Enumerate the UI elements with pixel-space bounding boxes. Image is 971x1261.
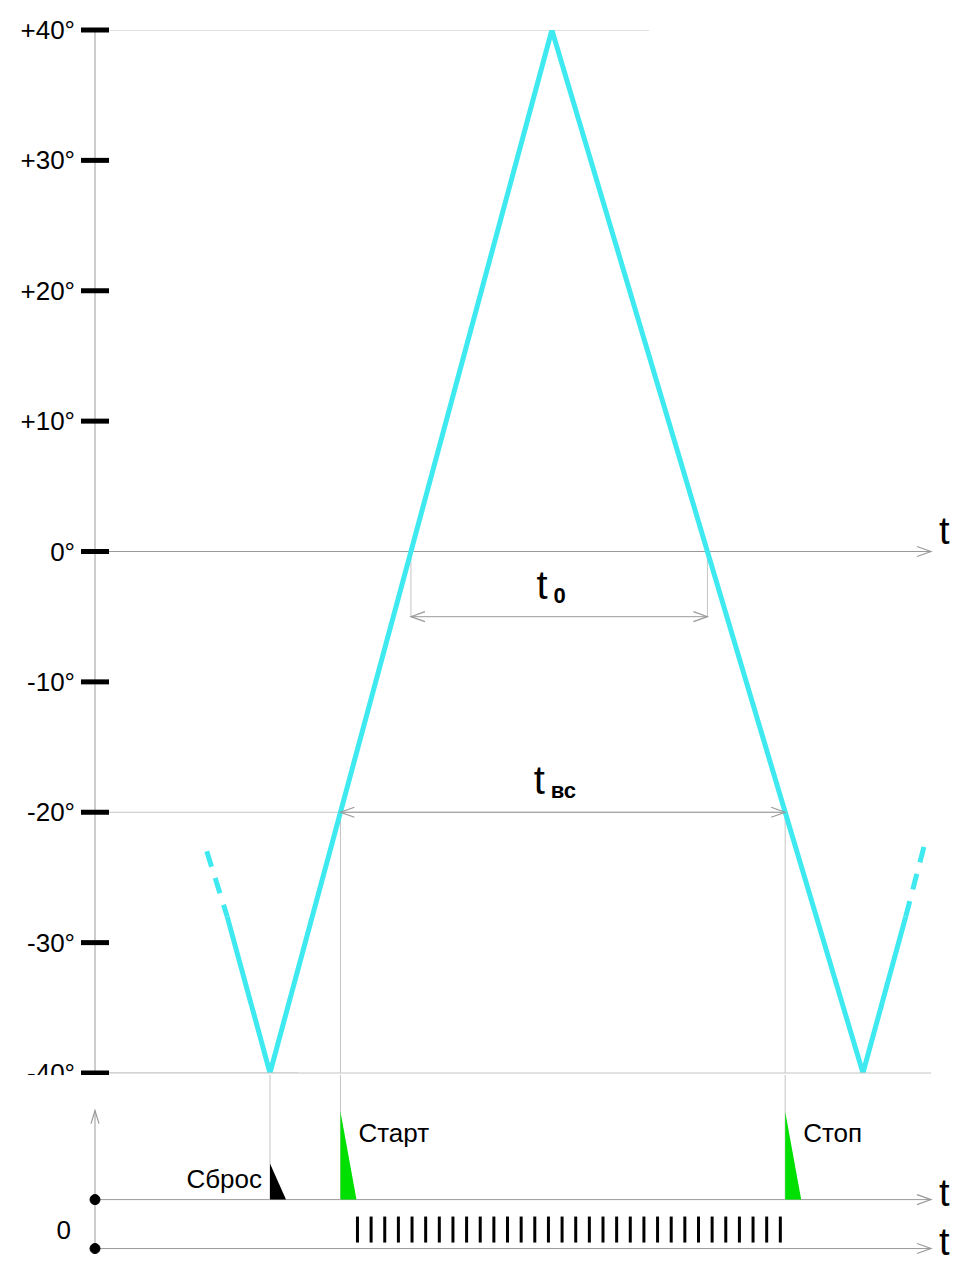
svg-text:Стоп: Стоп [803,1118,862,1148]
svg-text:Старт: Старт [358,1118,429,1148]
svg-text:Сброс: Сброс [186,1164,262,1194]
svg-text:t0: t0 [536,563,565,608]
svg-text:-30°: -30° [27,928,75,958]
svg-text:-10°: -10° [27,667,75,697]
svg-text:t: t [939,510,950,552]
svg-text:+20°: +20° [20,276,75,306]
svg-text:-20°: -20° [27,797,75,827]
svg-text:t: t [939,1172,950,1214]
svg-text:+10°: +10° [20,406,75,436]
svg-text:tвс: tвс [534,758,576,803]
svg-text:+40°: +40° [20,15,75,45]
svg-text:t: t [939,1221,950,1261]
svg-text:0: 0 [57,1215,71,1245]
svg-text:0°: 0° [50,537,75,567]
svg-text:-40°: -40° [27,1058,75,1075]
svg-text:+30°: +30° [20,145,75,175]
